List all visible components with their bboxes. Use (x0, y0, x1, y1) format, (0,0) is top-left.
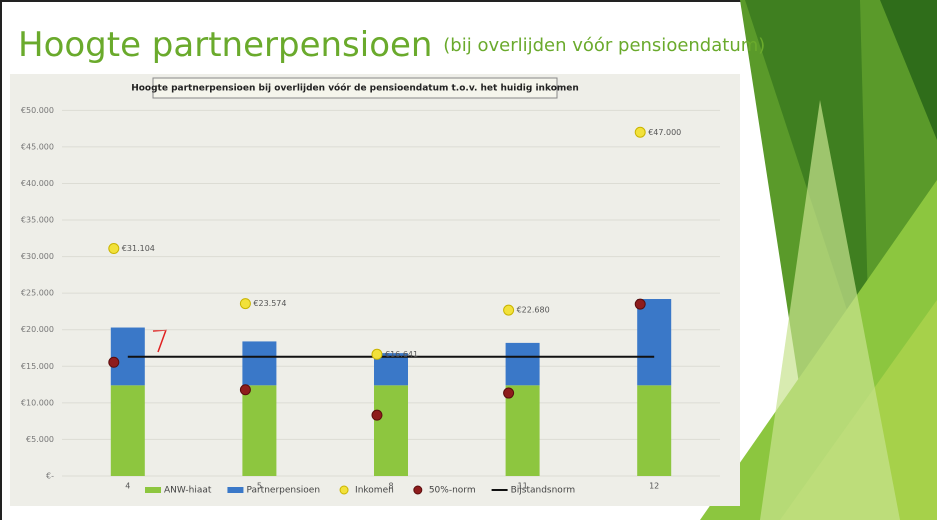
value-label: €23.574 (253, 299, 286, 308)
dot (109, 357, 119, 367)
title-sub: (bij overlijden vóór pensioendatum) (443, 35, 765, 56)
slide: Hoogte partnerpensioen (bij overlijden v… (0, 0, 937, 520)
x-tick-label: 4 (125, 482, 130, 491)
dot (240, 385, 250, 395)
y-tick-label: €40.000 (21, 179, 54, 188)
y-tick-label: €50.000 (21, 106, 54, 115)
value-label: €47.000 (648, 128, 681, 137)
legend-swatch (340, 486, 348, 494)
legend-swatch (145, 487, 161, 493)
legend-swatch (227, 487, 243, 493)
y-tick-label: €15.000 (21, 362, 54, 371)
y-tick-label: €35.000 (21, 216, 54, 225)
y-tick-label: €20.000 (21, 325, 54, 334)
bar-segment (506, 385, 540, 476)
dot (240, 299, 250, 309)
y-tick-label: €30.000 (21, 252, 54, 261)
y-tick-label: €45.000 (21, 142, 54, 151)
dot (372, 349, 382, 359)
legend-swatch (414, 486, 422, 494)
y-tick-label: €10.000 (21, 398, 54, 407)
x-tick-label: 12 (649, 482, 659, 491)
legend-label: Bijstandsnorm (511, 486, 576, 496)
dot (504, 305, 514, 315)
legend-label: 50%-norm (429, 486, 476, 496)
dot (635, 299, 645, 309)
bar-segment (242, 385, 276, 476)
dot (372, 410, 382, 420)
legend-label: ANW-hiaat (164, 486, 212, 496)
y-tick-label: €5.000 (26, 435, 54, 444)
bar-segment (242, 341, 276, 385)
value-label: €31.104 (122, 244, 155, 253)
value-label: €16.641 (385, 350, 418, 359)
title-main: Hoogte partnerpensioen (18, 25, 432, 65)
legend-label: Inkomen (355, 486, 394, 496)
legend-label: Partnerpensioen (246, 486, 320, 496)
bar-segment (637, 299, 671, 385)
bar-segment (506, 343, 540, 385)
bar-segment (637, 385, 671, 476)
dot (109, 244, 119, 254)
dot (635, 127, 645, 137)
dot (504, 388, 514, 398)
value-label: €22.680 (517, 306, 550, 315)
y-tick-label: €25.000 (21, 289, 54, 298)
y-tick-label: €- (46, 472, 54, 481)
chart-title: Hoogte partnerpensioen bij overlijden vó… (131, 83, 579, 94)
bar-segment (374, 385, 408, 476)
bar-segment (111, 385, 145, 476)
